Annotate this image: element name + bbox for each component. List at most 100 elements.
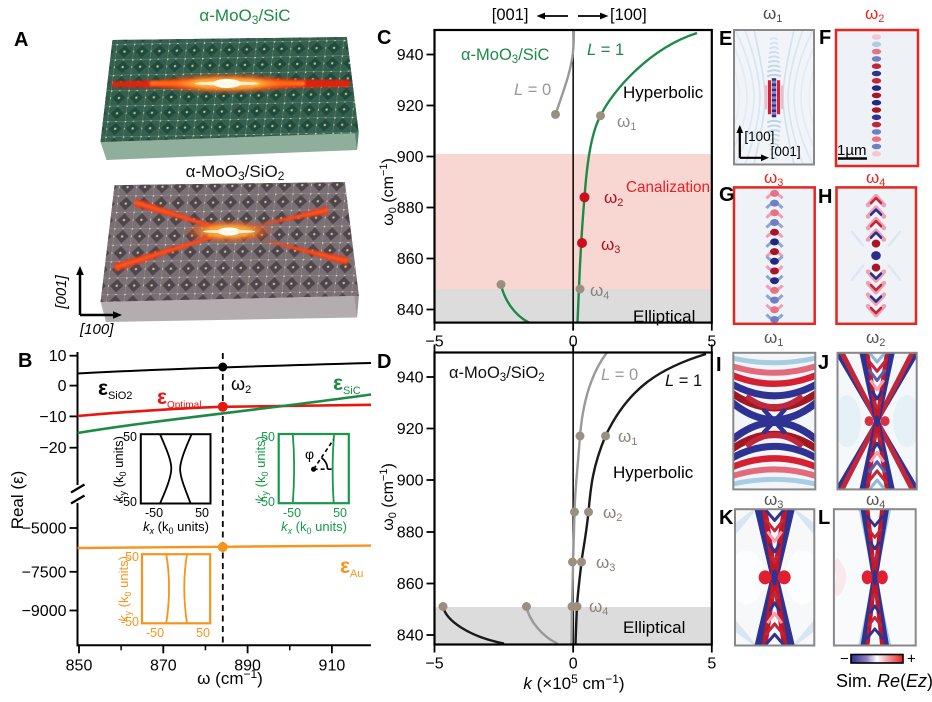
- svg-text:−5000: −5000: [22, 521, 67, 538]
- svg-text:ω4: ω4: [866, 490, 885, 511]
- svg-text:900: 900: [397, 473, 424, 490]
- svg-text:50: 50: [195, 506, 209, 520]
- svg-text:α-MoO3/SiO2: α-MoO3/SiO2: [186, 162, 285, 183]
- svg-text:880: 880: [397, 525, 424, 542]
- svg-text:ky (k0 units): ky (k0 units): [111, 436, 128, 502]
- svg-text:ω3: ω3: [764, 490, 783, 511]
- svg-text:1µm: 1µm: [837, 142, 866, 159]
- svg-text:840: 840: [397, 302, 424, 319]
- svg-text:εSiC: εSiC: [333, 372, 361, 397]
- svg-text:α-MoO3/SiC: α-MoO3/SiC: [199, 6, 290, 27]
- svg-text:φ: φ: [305, 446, 314, 462]
- svg-text:−: −: [840, 651, 849, 668]
- svg-text:ω1: ω1: [617, 112, 636, 133]
- svg-text:0: 0: [58, 378, 67, 395]
- svg-text:D: D: [377, 351, 391, 373]
- svg-text:E: E: [719, 28, 732, 50]
- svg-text:k (×105 cm−1): k (×105 cm−1): [523, 672, 624, 693]
- svg-text:50: 50: [123, 430, 137, 444]
- svg-text:εSiO2: εSiO2: [98, 377, 132, 402]
- svg-text:-50: -50: [119, 495, 137, 509]
- svg-text:I: I: [716, 354, 722, 376]
- svg-text:[001]: [001]: [771, 144, 801, 159]
- svg-text:kx (k0 units): kx (k0 units): [281, 519, 347, 536]
- svg-text:940: 940: [397, 370, 424, 387]
- svg-text:850: 850: [66, 657, 93, 674]
- svg-text:C: C: [377, 27, 391, 49]
- svg-text:-50: -50: [146, 626, 164, 640]
- svg-text:5: 5: [707, 656, 716, 673]
- svg-text:[001]: [001]: [492, 6, 529, 24]
- svg-text:ω3: ω3: [764, 168, 783, 189]
- svg-text:α-MoO3/SiO2: α-MoO3/SiO2: [449, 364, 545, 384]
- svg-text:860: 860: [397, 576, 424, 593]
- svg-text:940: 940: [397, 47, 424, 64]
- svg-text:900: 900: [397, 149, 424, 166]
- svg-text:Elliptical: Elliptical: [633, 307, 695, 326]
- svg-text:L = 0: L = 0: [601, 366, 638, 384]
- svg-text:0: 0: [569, 656, 578, 673]
- svg-text:−7500: −7500: [22, 564, 67, 581]
- svg-text:L = 1: L = 1: [587, 41, 624, 59]
- svg-text:+: +: [907, 651, 916, 668]
- svg-text:50: 50: [333, 506, 347, 520]
- svg-text:ky (k0 units): ky (k0 units): [253, 436, 270, 502]
- svg-text:ω (cm−1): ω (cm−1): [197, 667, 263, 688]
- svg-text:Hyperbolic: Hyperbolic: [613, 463, 694, 482]
- svg-text:L = 1: L = 1: [665, 372, 702, 390]
- svg-text:L = 0: L = 0: [514, 81, 551, 99]
- svg-text:Hyperbolic: Hyperbolic: [623, 83, 704, 102]
- svg-text:920: 920: [397, 98, 424, 115]
- svg-text:870: 870: [150, 657, 177, 674]
- svg-text:ω2: ω2: [865, 4, 884, 25]
- svg-text:5: 5: [707, 334, 716, 351]
- svg-text:Real (ε): Real (ε): [8, 471, 27, 530]
- svg-text:50: 50: [125, 550, 139, 564]
- svg-text:50: 50: [196, 626, 210, 640]
- svg-text:Canalization: Canalization: [626, 179, 710, 196]
- svg-text:εAu: εAu: [340, 555, 363, 580]
- svg-text:−5: −5: [425, 334, 443, 351]
- svg-text:ω2: ω2: [866, 328, 885, 349]
- svg-text:L: L: [818, 507, 830, 529]
- svg-text:[100]: [100]: [79, 321, 114, 338]
- svg-text:K: K: [719, 507, 734, 529]
- svg-text:B: B: [18, 350, 32, 372]
- svg-text:920: 920: [397, 421, 424, 438]
- svg-text:[001]: [001]: [53, 274, 70, 309]
- svg-text:G: G: [719, 184, 735, 206]
- svg-text:-50: -50: [121, 615, 139, 629]
- svg-text:-50: -50: [145, 506, 163, 520]
- svg-text:-50: -50: [283, 506, 301, 520]
- svg-text:ω1: ω1: [618, 427, 637, 448]
- svg-text:Sim. Re(Ez): Sim. Re(Ez): [836, 671, 932, 691]
- svg-text:ω2: ω2: [603, 503, 622, 524]
- svg-text:ω2: ω2: [231, 374, 251, 396]
- svg-text:−5: −5: [425, 656, 443, 673]
- svg-text:910: 910: [319, 657, 346, 674]
- svg-text:F: F: [819, 27, 831, 49]
- svg-text:ω1: ω1: [764, 328, 783, 349]
- svg-text:0: 0: [569, 334, 578, 351]
- svg-text:J: J: [818, 352, 829, 374]
- svg-text:H: H: [818, 186, 832, 208]
- svg-text:50: 50: [261, 430, 275, 444]
- svg-text:ω3: ω3: [596, 553, 615, 574]
- svg-text:Elliptical: Elliptical: [623, 618, 685, 637]
- svg-text:890: 890: [234, 657, 261, 674]
- svg-text:ω0 (cm−1): ω0 (cm−1): [378, 158, 399, 226]
- svg-text:−10: −10: [39, 409, 66, 426]
- svg-text:860: 860: [397, 251, 424, 268]
- svg-text:[100]: [100]: [610, 6, 647, 24]
- svg-text:kx (k0 units): kx (k0 units): [143, 519, 209, 536]
- svg-text:880: 880: [397, 200, 424, 217]
- svg-text:-50: -50: [257, 495, 275, 509]
- svg-text:840: 840: [397, 628, 424, 645]
- svg-text:ω1: ω1: [763, 4, 782, 25]
- svg-text:−20: −20: [39, 440, 66, 457]
- svg-text:ω4: ω4: [589, 597, 608, 618]
- svg-text:10: 10: [49, 348, 67, 365]
- svg-text:[100]: [100]: [744, 129, 774, 144]
- svg-text:εOptimal: εOptimal: [157, 386, 201, 411]
- svg-text:α-MoO3/SiC: α-MoO3/SiC: [461, 46, 549, 66]
